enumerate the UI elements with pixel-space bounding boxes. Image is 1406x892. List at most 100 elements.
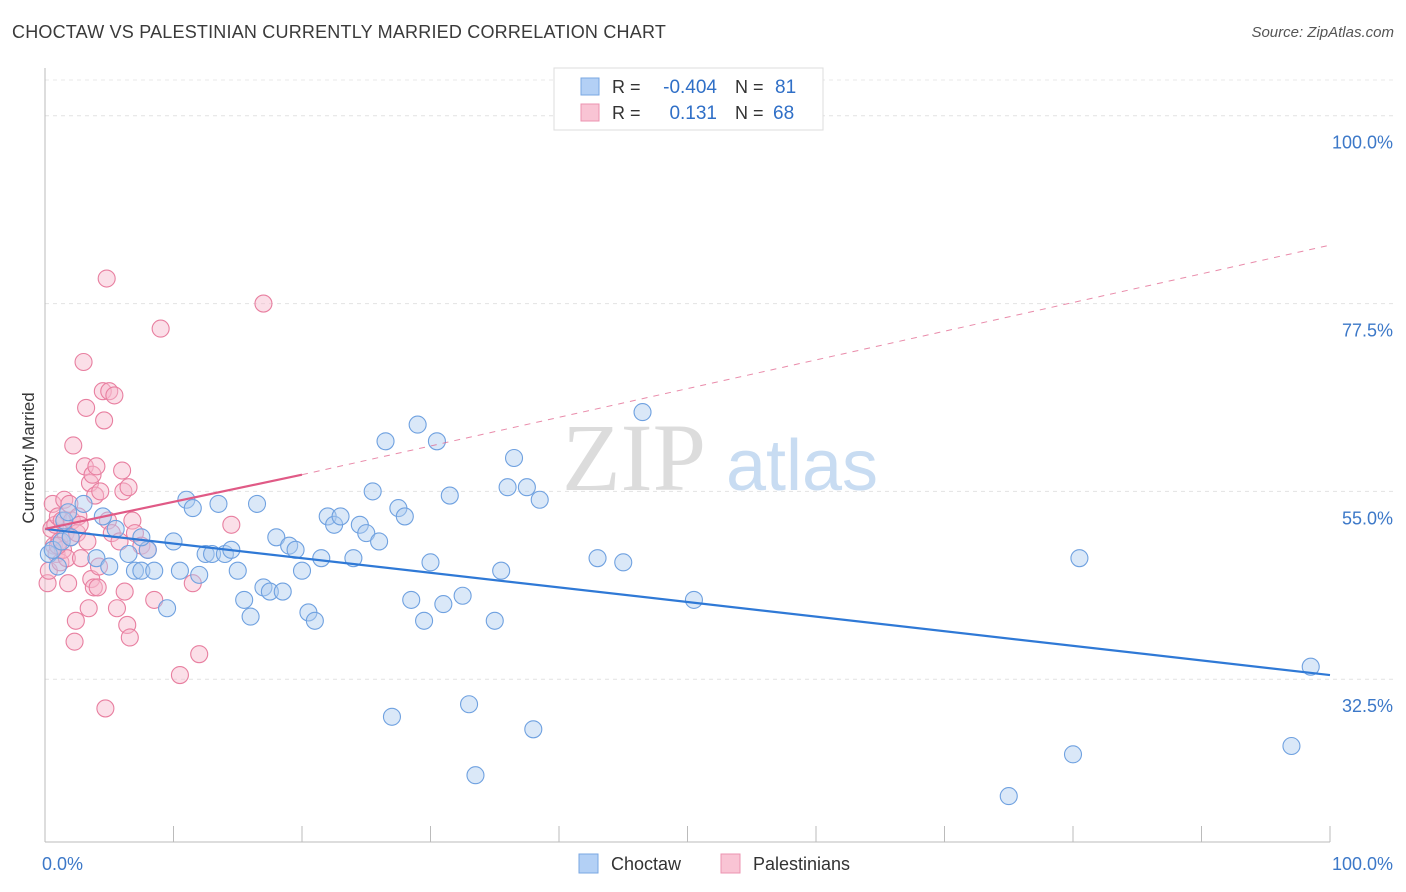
legend-r-label-choctaw: R = bbox=[612, 77, 641, 97]
point-choctaw-74 bbox=[999, 787, 1018, 806]
point-palestinians-20 bbox=[65, 632, 84, 651]
point-palestinians-55 bbox=[120, 628, 139, 647]
point-choctaw-57 bbox=[427, 432, 446, 451]
point-choctaw-3 bbox=[52, 532, 71, 551]
point-choctaw-15 bbox=[145, 561, 164, 580]
y-axis-label: Currently Married bbox=[19, 392, 38, 523]
point-choctaw-23 bbox=[203, 544, 222, 564]
series-legend-swatch-choctaw bbox=[578, 853, 599, 874]
point-choctaw-59 bbox=[440, 486, 459, 505]
y-tick-label-0: 32.5% bbox=[1342, 696, 1393, 716]
point-choctaw-44 bbox=[344, 549, 363, 568]
point-choctaw-71 bbox=[614, 553, 633, 572]
point-choctaw-17 bbox=[164, 532, 183, 551]
point-palestinians-19 bbox=[64, 436, 83, 455]
point-choctaw-47 bbox=[363, 482, 382, 501]
legend-r-value-palestinians: 0.131 bbox=[669, 103, 717, 124]
series-legend: Choctaw Palestinians bbox=[578, 853, 850, 874]
series-choctaw-points bbox=[39, 403, 1320, 806]
point-choctaw-68 bbox=[524, 720, 543, 739]
point-choctaw-58 bbox=[434, 595, 453, 614]
point-palestinians-66 bbox=[254, 294, 273, 313]
chart-title: CHOCTAW VS PALESTINIAN CURRENTLY MARRIED… bbox=[12, 22, 667, 42]
point-choctaw-21 bbox=[190, 565, 209, 584]
trend-line-choctaw bbox=[44, 527, 1331, 677]
point-palestinians-42 bbox=[96, 699, 115, 718]
point-choctaw-39 bbox=[305, 611, 324, 630]
point-choctaw-55 bbox=[415, 611, 434, 630]
point-palestinians-37 bbox=[88, 578, 107, 597]
point-choctaw-40 bbox=[312, 549, 331, 568]
legend-n-label-choctaw: N = bbox=[735, 77, 764, 97]
grid-lines bbox=[45, 79, 1393, 680]
point-choctaw-30 bbox=[247, 494, 267, 513]
legend-stats: R = -0.404 N = 81 R = 0.131 N = 68 bbox=[553, 67, 824, 131]
point-choctaw-37 bbox=[292, 561, 312, 580]
point-choctaw-77 bbox=[1282, 736, 1301, 756]
point-choctaw-18 bbox=[170, 561, 189, 580]
point-choctaw-2 bbox=[48, 557, 67, 576]
point-choctaw-52 bbox=[395, 507, 414, 526]
point-choctaw-27 bbox=[228, 561, 247, 580]
point-choctaw-16 bbox=[158, 599, 177, 618]
point-palestinians-21 bbox=[66, 611, 85, 630]
point-palestinians-41 bbox=[95, 411, 114, 430]
point-palestinians-36 bbox=[87, 457, 106, 476]
series-legend-label-choctaw: Choctaw bbox=[611, 854, 682, 874]
point-palestinians-64 bbox=[190, 645, 209, 664]
point-choctaw-79 bbox=[59, 503, 78, 522]
point-choctaw-24 bbox=[209, 494, 228, 513]
legend-swatch-choctaw bbox=[580, 77, 600, 96]
point-choctaw-54 bbox=[408, 415, 427, 434]
point-choctaw-61 bbox=[459, 695, 479, 714]
point-choctaw-48 bbox=[370, 532, 389, 551]
x-tick-labels: 0.0% 100.0% bbox=[42, 854, 1393, 874]
point-choctaw-70 bbox=[588, 549, 607, 568]
point-choctaw-76 bbox=[1070, 549, 1089, 568]
point-choctaw-7 bbox=[87, 549, 106, 568]
y-tick-labels: 32.5% 55.0% 77.5% 100.0% bbox=[1332, 133, 1393, 716]
watermark-atlas: atlas bbox=[726, 426, 878, 506]
point-choctaw-64 bbox=[492, 561, 511, 580]
point-choctaw-78 bbox=[1301, 657, 1320, 676]
point-choctaw-29 bbox=[241, 607, 260, 626]
point-choctaw-46 bbox=[357, 524, 376, 543]
trend-line-palestinians-extension bbox=[301, 244, 1331, 476]
point-choctaw-75 bbox=[1063, 745, 1083, 764]
point-choctaw-63 bbox=[485, 611, 504, 630]
point-choctaw-49 bbox=[376, 432, 395, 451]
legend-n-label-palestinians: N = bbox=[735, 103, 764, 123]
point-choctaw-20 bbox=[183, 499, 202, 518]
point-palestinians-43 bbox=[97, 269, 116, 288]
point-choctaw-69 bbox=[530, 490, 549, 509]
point-choctaw-28 bbox=[235, 590, 254, 609]
point-palestinians-26 bbox=[74, 352, 93, 372]
point-palestinians-65 bbox=[222, 515, 241, 534]
point-palestinians-39 bbox=[91, 482, 110, 501]
y-tick-label-1: 55.0% bbox=[1342, 508, 1393, 528]
point-choctaw-72 bbox=[633, 403, 652, 422]
point-palestinians-62 bbox=[170, 665, 189, 685]
watermark-zip: ZIP bbox=[562, 404, 706, 511]
point-palestinians-61 bbox=[151, 319, 170, 338]
y-tick-label-3: 100.0% bbox=[1332, 133, 1393, 153]
point-choctaw-10 bbox=[106, 519, 125, 539]
point-choctaw-32 bbox=[260, 582, 279, 601]
point-choctaw-34 bbox=[273, 582, 292, 601]
point-palestinians-25 bbox=[71, 549, 91, 568]
point-choctaw-56 bbox=[421, 553, 440, 572]
y-tick-label-2: 77.5% bbox=[1342, 321, 1393, 341]
x-tick-label-min: 0.0% bbox=[42, 854, 83, 874]
point-choctaw-73 bbox=[684, 590, 703, 609]
point-palestinians-40 bbox=[93, 382, 112, 401]
trend-line-palestinians bbox=[44, 473, 303, 531]
point-palestinians-28 bbox=[77, 398, 96, 417]
point-palestinians-15 bbox=[59, 574, 78, 593]
legend-n-value-choctaw: 81 bbox=[775, 77, 796, 98]
axes bbox=[44, 68, 1331, 843]
watermark: ZIP atlas bbox=[562, 404, 878, 511]
point-choctaw-53 bbox=[402, 590, 421, 609]
point-palestinians-54 bbox=[119, 478, 138, 497]
x-tick-label-max: 100.0% bbox=[1332, 854, 1393, 874]
